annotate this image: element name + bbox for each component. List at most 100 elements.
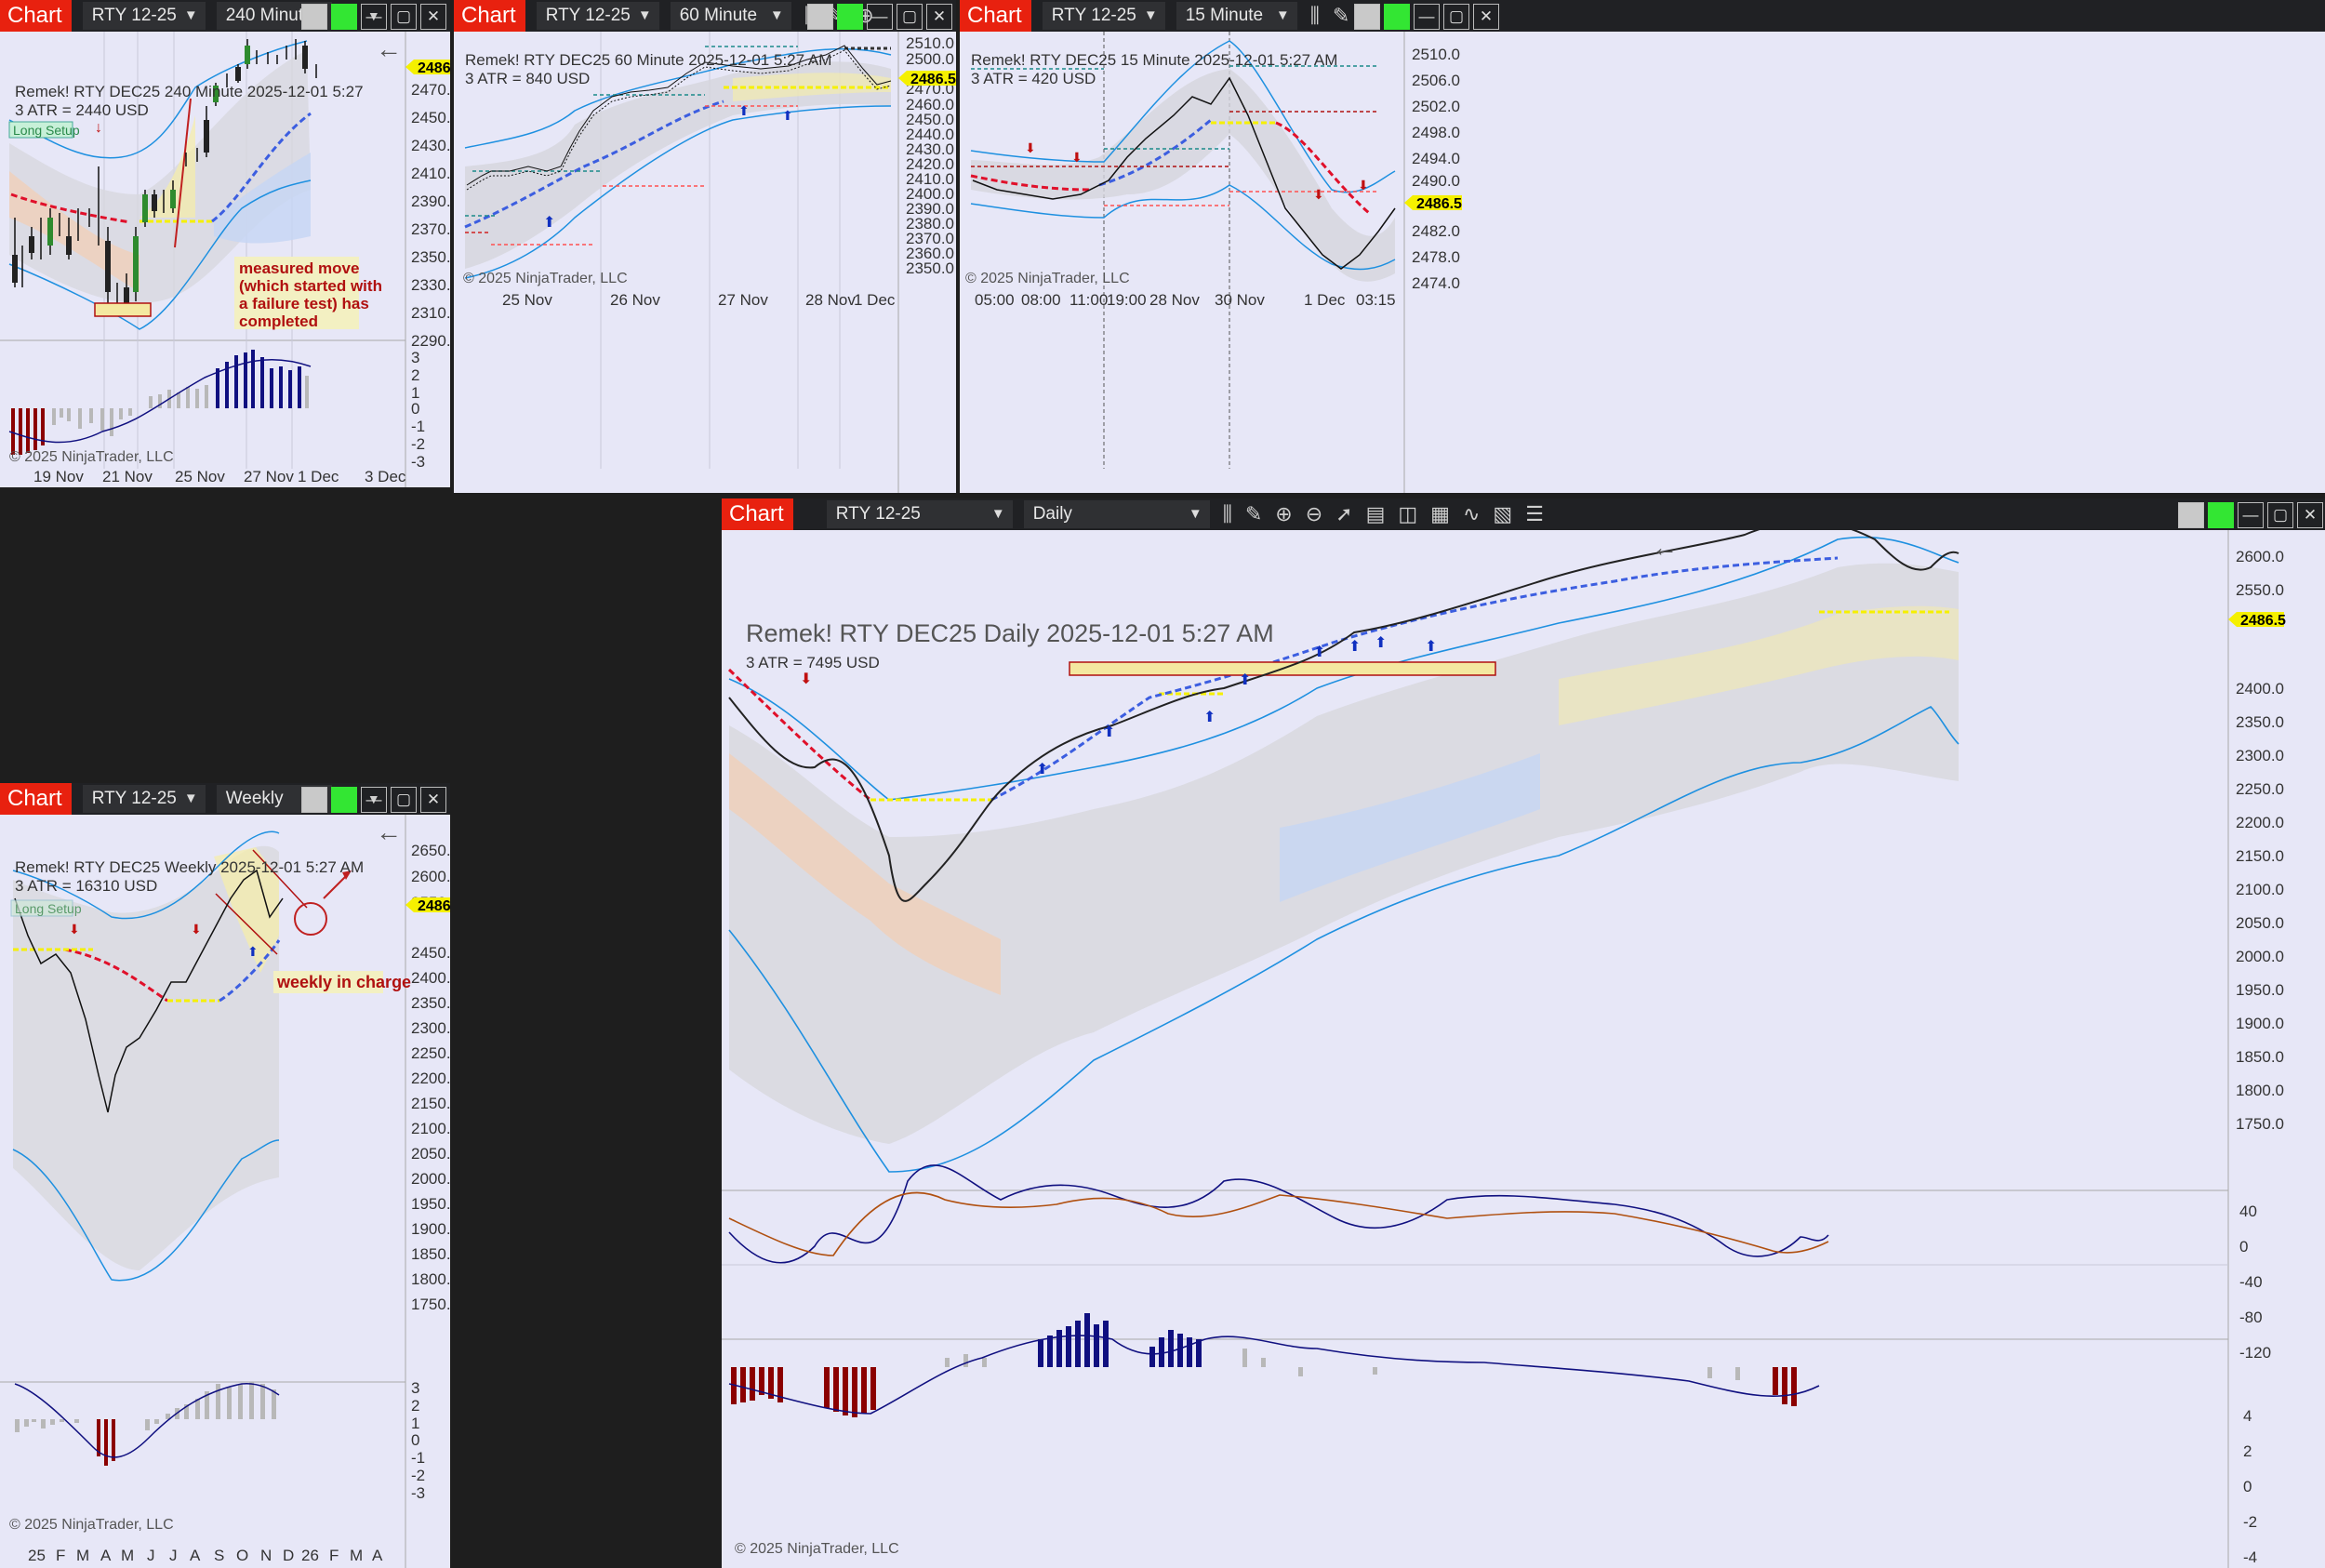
- maximize-button[interactable]: ▢: [391, 787, 417, 813]
- chart-area[interactable]: ⬇ ⬆ ⬆ ⬆ ⬆ ⬆ ⬆ ⬆ ⬆ ←: [722, 530, 2325, 1568]
- price-axis[interactable]: 2510.0 2506.0 2502.0 2498.0 2494.0 2490.…: [1412, 46, 1460, 292]
- time-axis[interactable]: 19 Nov 21 Nov 25 Nov 27 Nov 1 Dec 3 Dec: [33, 468, 406, 485]
- link-color-icon[interactable]: [301, 4, 327, 30]
- chart-tab[interactable]: Chart: [0, 0, 72, 32]
- minimize-button[interactable]: —: [1414, 4, 1440, 30]
- axis-label: O: [236, 1547, 248, 1564]
- down-arrow-icon: ⬇: [1313, 187, 1324, 202]
- pencil-icon[interactable]: ✎: [1332, 4, 1350, 27]
- green-link-icon[interactable]: [331, 787, 357, 813]
- close-button[interactable]: ✕: [1473, 4, 1499, 30]
- pencil-icon[interactable]: ✎: [1244, 502, 1263, 525]
- pointer-icon[interactable]: ➚: [1335, 502, 1353, 525]
- minimize-button[interactable]: —: [361, 787, 387, 813]
- axis-label: 2490.0: [1412, 172, 1460, 190]
- green-link-icon[interactable]: [331, 4, 357, 30]
- chart-tab[interactable]: Chart: [0, 783, 72, 815]
- minimize-button[interactable]: —: [867, 4, 893, 30]
- axis-label: 2350.0: [411, 994, 450, 1012]
- properties-icon[interactable]: ◫: [1398, 502, 1418, 525]
- green-link-icon[interactable]: [837, 4, 863, 30]
- minimize-button[interactable]: —: [361, 4, 387, 30]
- instrument-selector[interactable]: RTY 12-25 ▼: [536, 2, 659, 30]
- price-axis[interactable]: 2470.0 2450.0 2430.0 2410.0 2390.0 2370.…: [411, 81, 450, 350]
- last-price-tag: [898, 71, 956, 86]
- zoom-out-icon[interactable]: ⊖: [1305, 502, 1323, 525]
- indicators-icon[interactable]: ∿: [1462, 502, 1481, 525]
- minimize-button[interactable]: —: [2238, 502, 2264, 528]
- bar-type-icon[interactable]: ⫼: [1309, 4, 1320, 27]
- axis-label: -1: [411, 1449, 425, 1467]
- timeframe-selector[interactable]: 60 Minute ▼: [670, 2, 791, 30]
- maximize-button[interactable]: ▢: [1443, 4, 1469, 30]
- link-color-icon[interactable]: [301, 787, 327, 813]
- back-arrow-icon[interactable]: ←: [376, 34, 402, 63]
- instrument-label: RTY 12-25: [91, 789, 177, 808]
- green-link-icon[interactable]: [1384, 4, 1410, 30]
- up-arrow-icon: ⬆: [1103, 724, 1115, 740]
- link-color-icon[interactable]: [1354, 4, 1380, 30]
- chart-area[interactable]: ⬆ ⬆ ⬆ 2510.0 2500.0 2470.0 2460.0 2450.0…: [454, 32, 956, 493]
- chart-area[interactable]: ⬇ ⬇ ⬆ ← 2650.0 2600.0 2550.0 2450.0 2400.…: [0, 815, 450, 1568]
- close-button[interactable]: ✕: [2297, 502, 2323, 528]
- green-link-icon[interactable]: [2208, 502, 2234, 528]
- axis-label: 2290.0: [411, 332, 450, 350]
- instrument-selector[interactable]: RTY 12-25 ▼: [1042, 2, 1165, 30]
- close-button[interactable]: ✕: [420, 787, 446, 813]
- toolbar: Chart RTY 12-25▼ Weekly▼ ⫼ ▼ — ▢ ✕: [0, 783, 450, 815]
- back-arrow-icon[interactable]: ←: [376, 817, 402, 846]
- maximize-button[interactable]: ▢: [2267, 502, 2293, 528]
- chart-window-weekly: Chart RTY 12-25▼ Weekly▼ ⫼ ▼ — ▢ ✕ ⬇⬇ ⬆: [0, 783, 450, 1568]
- oscillator-axis: 3 2 1 0 -1 -2 -3: [411, 349, 425, 471]
- link-color-icon[interactable]: [807, 4, 833, 30]
- layout-divider[interactable]: [450, 0, 454, 1568]
- chevron-down-icon[interactable]: ▼: [366, 8, 380, 23]
- instrument-selector[interactable]: RTY 12-25 ▼: [826, 500, 1013, 528]
- window-buttons: — ▢ ✕: [2178, 502, 2323, 528]
- maximize-button[interactable]: ▢: [391, 4, 417, 30]
- strategies-icon[interactable]: ▧: [1493, 502, 1513, 525]
- data-box-icon[interactable]: ▤: [1365, 502, 1386, 525]
- axis-label: 2470.0: [411, 81, 450, 99]
- instrument-selector[interactable]: RTY 12-25 ▼: [82, 2, 206, 30]
- axis-label: 1750.0: [411, 1296, 450, 1313]
- timeframe-selector[interactable]: Daily ▼: [1023, 500, 1210, 528]
- price-axis[interactable]: 2600.0 2550.0 2400.0 2350.0 2300.0 2250.…: [2236, 548, 2284, 1133]
- chart-tab[interactable]: Chart: [960, 0, 1031, 32]
- axis-label: 0: [2243, 1478, 2252, 1495]
- chart-area[interactable]: ↓ ← 2470.0 2450.0 2430.0 2410.0 2390.0 2…: [0, 32, 450, 487]
- time-axis[interactable]: 25 Nov 26 Nov 27 Nov 28 Nov 1 Dec: [502, 291, 896, 309]
- timeframe-selector[interactable]: 15 Minute ▼: [1176, 2, 1297, 30]
- axis-label: 2494.0: [1412, 150, 1460, 167]
- chart-area[interactable]: ⬇ ⬇ ⬇ ⬇ 2510.0 2506.0 2502.0 2498.0 2494…: [960, 32, 2325, 493]
- up-arrow-icon: ⬆: [738, 103, 750, 118]
- chevron-down-icon[interactable]: ▼: [366, 791, 380, 806]
- bar-type-icon[interactable]: ⫼: [1222, 502, 1232, 525]
- axis-label: 2200.0: [2236, 814, 2284, 831]
- axis-label: 2: [2243, 1442, 2252, 1460]
- instrument-label: RTY 12-25: [835, 504, 921, 524]
- down-arrow-icon: ⬇: [1358, 178, 1369, 193]
- last-price-tag: [2228, 612, 2284, 627]
- price-axis[interactable]: 2510.0 2500.0 2470.0 2460.0 2450.0 2440.…: [906, 34, 954, 277]
- list-icon[interactable]: ☰: [1525, 502, 1544, 525]
- toolbar: Chart RTY 12-25▼ 240 Minute▼ ⫼ ▼ — ▢ ✕: [0, 0, 450, 32]
- back-arrow-icon[interactable]: ←: [1652, 533, 1678, 562]
- instrument-selector[interactable]: RTY 12-25 ▼: [82, 785, 206, 813]
- time-axis[interactable]: 25 F M A M J J A S O N D 26 F M A: [28, 1547, 383, 1564]
- axis-label: 2310.0: [411, 304, 450, 322]
- axis-label: 2000.0: [2236, 948, 2284, 965]
- templates-icon[interactable]: ▦: [1430, 502, 1450, 525]
- close-button[interactable]: ✕: [926, 4, 952, 30]
- link-color-icon[interactable]: [2178, 502, 2204, 528]
- chart-tab[interactable]: Chart: [454, 0, 525, 32]
- axis-label: -2: [411, 435, 425, 453]
- axis-label: 2650.0: [411, 842, 450, 859]
- close-button[interactable]: ✕: [420, 4, 446, 30]
- maximize-button[interactable]: ▢: [897, 4, 923, 30]
- zoom-in-icon[interactable]: ⊕: [1275, 502, 1293, 525]
- time-axis[interactable]: 05:00 08:00 11:00 19:00 28 Nov 30 Nov 1 …: [975, 291, 1396, 309]
- chart-tab[interactable]: Chart: [722, 498, 793, 530]
- axis-label: F: [56, 1547, 65, 1564]
- price-axis[interactable]: 2650.0 2600.0 2550.0 2450.0 2400.0 2350.…: [411, 842, 450, 1313]
